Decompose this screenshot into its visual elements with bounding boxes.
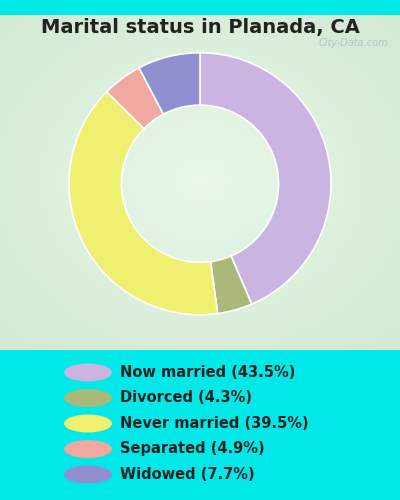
Circle shape (64, 414, 112, 432)
Circle shape (64, 466, 112, 483)
Text: Now married (43.5%): Now married (43.5%) (120, 365, 295, 380)
Circle shape (64, 389, 112, 407)
Wedge shape (139, 52, 200, 114)
Wedge shape (69, 92, 218, 314)
Wedge shape (107, 68, 164, 128)
Text: Divorced (4.3%): Divorced (4.3%) (120, 390, 252, 406)
Wedge shape (210, 256, 252, 314)
Text: Never married (39.5%): Never married (39.5%) (120, 416, 309, 431)
Circle shape (64, 440, 112, 458)
Text: Separated (4.9%): Separated (4.9%) (120, 442, 265, 456)
Text: Marital status in Planada, CA: Marital status in Planada, CA (40, 18, 360, 37)
Wedge shape (200, 52, 331, 304)
Text: Widowed (7.7%): Widowed (7.7%) (120, 467, 255, 482)
Text: City-Data.com: City-Data.com (318, 38, 388, 48)
Circle shape (64, 364, 112, 382)
